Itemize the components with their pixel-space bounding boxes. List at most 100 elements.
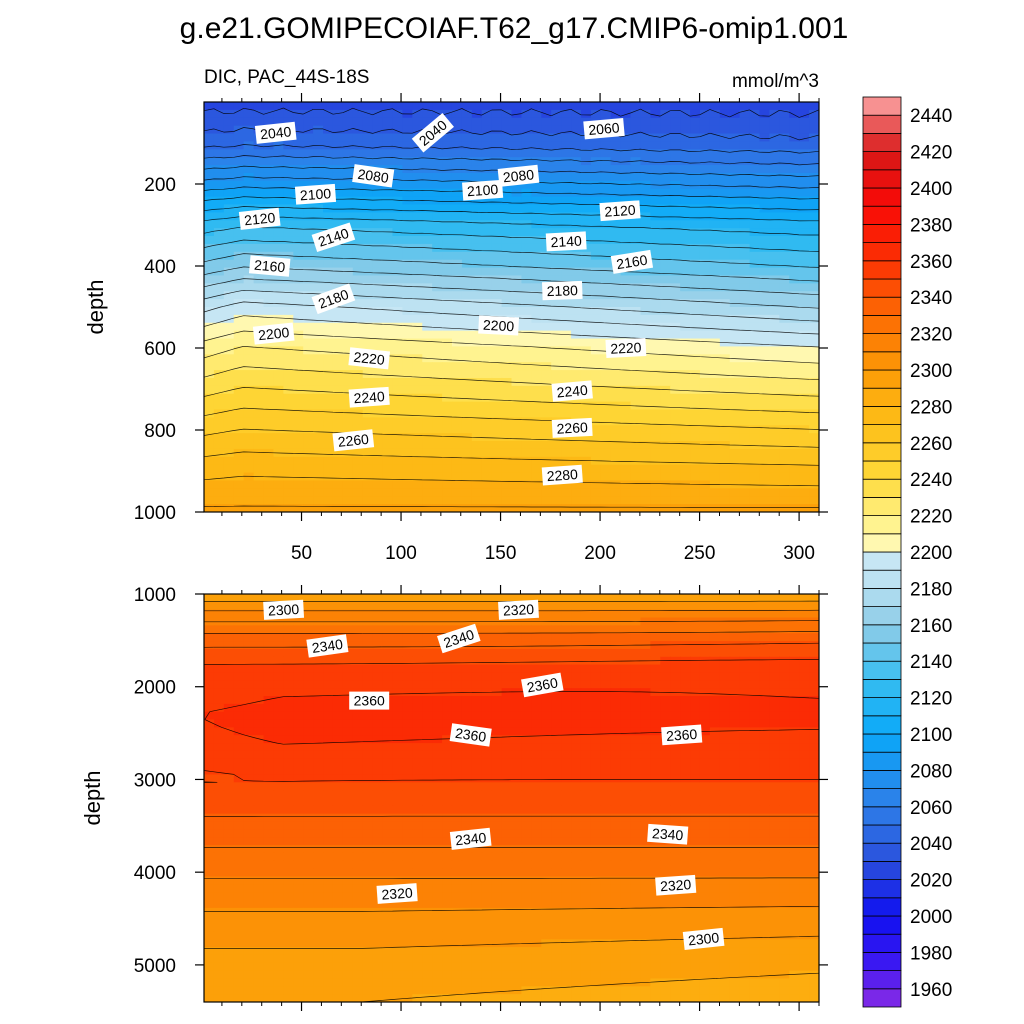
contour-cell — [313, 401, 324, 411]
contour-cell — [253, 688, 265, 697]
contour-cell — [412, 641, 423, 650]
contour-cell — [739, 354, 751, 363]
contour-cell — [759, 393, 770, 403]
contour-cell — [521, 735, 532, 744]
contour-cell — [461, 362, 473, 371]
contour-cell — [402, 609, 413, 619]
contour-cell — [521, 696, 532, 705]
contour-cell — [680, 672, 691, 681]
contour-cell — [362, 504, 374, 512]
contour-cell — [283, 307, 294, 316]
contour-cell — [451, 472, 463, 482]
contour-cell — [223, 782, 235, 791]
contour-cell — [660, 743, 671, 752]
contour-cell — [332, 259, 344, 269]
contour-cell — [690, 109, 701, 119]
contour-cell — [382, 496, 394, 505]
contour-cell — [461, 370, 473, 379]
contour-cell — [600, 283, 612, 292]
contour-cell — [809, 743, 819, 752]
contour-cell — [382, 346, 394, 355]
contour-cell — [442, 727, 453, 736]
contour-cell — [610, 322, 622, 332]
contour-cell — [461, 385, 473, 395]
contour-cell — [541, 172, 552, 182]
contour-cell — [471, 291, 483, 300]
contour-cell — [809, 401, 819, 411]
contour-cell — [382, 157, 394, 166]
contour-cell — [362, 417, 374, 426]
contour-cell — [809, 711, 819, 721]
contour-cell — [253, 727, 265, 736]
contour-cell — [561, 433, 572, 442]
contour-cell — [362, 338, 374, 348]
contour-cell — [799, 228, 810, 237]
contour-cell — [769, 385, 780, 395]
contour-cell — [481, 125, 493, 135]
contour-cell — [432, 338, 443, 348]
contour-cell — [263, 102, 275, 111]
contour-cell — [451, 299, 463, 308]
contour-cell — [323, 165, 334, 174]
contour-cell — [372, 464, 384, 474]
contour-cell — [610, 102, 622, 111]
contour-cell — [402, 464, 413, 474]
contour-cell — [471, 275, 483, 284]
contour-cell — [243, 727, 255, 736]
contour-cell — [402, 641, 413, 650]
contour-cell — [382, 275, 394, 284]
contour-cell — [541, 117, 552, 127]
contour-cell — [303, 236, 314, 245]
contour-cell — [461, 165, 473, 174]
contour-cell — [690, 496, 701, 505]
contour-cell — [313, 251, 324, 261]
contour-cell — [233, 680, 245, 689]
contour-cell — [600, 275, 612, 284]
contour-cell — [293, 149, 304, 158]
contour-cell — [253, 496, 265, 505]
contour-cell — [521, 417, 532, 426]
contour-cell — [313, 125, 324, 135]
contour-cell — [233, 314, 245, 324]
contour-cell — [620, 417, 632, 426]
contour-cell — [590, 758, 602, 768]
contour-cell — [461, 743, 473, 752]
contour-cell — [402, 594, 413, 603]
contour-cell — [313, 149, 324, 158]
contour-cell — [779, 267, 790, 277]
contour-cell — [332, 672, 344, 681]
contour-cell — [461, 409, 473, 418]
contour-cell — [451, 212, 463, 221]
contour-cell — [372, 727, 384, 736]
contour-cell — [729, 609, 741, 619]
contour-cell — [243, 370, 255, 379]
contour-cell — [769, 172, 780, 182]
contour-cell — [729, 696, 741, 705]
contour-cell — [719, 601, 731, 611]
contour-cell — [422, 433, 433, 442]
contour-label: 2260 — [332, 429, 375, 452]
contour-cell — [541, 609, 552, 619]
contour-cell — [590, 703, 602, 713]
contour-cell — [779, 609, 790, 619]
contour-cell — [531, 696, 542, 705]
contour-cell — [650, 496, 661, 505]
contour-cell — [392, 188, 403, 198]
contour-cell — [809, 680, 819, 689]
contour-cell — [531, 204, 542, 213]
contour-cell — [471, 196, 483, 206]
contour-cell — [690, 488, 701, 497]
contour-cell — [680, 594, 691, 603]
contour-cell — [422, 307, 433, 316]
contour-cell — [471, 259, 483, 269]
contour-cell — [471, 370, 483, 379]
contour-cell — [223, 480, 235, 489]
contour-cell — [323, 496, 334, 505]
contour-cell — [699, 307, 711, 316]
contour-cell — [610, 782, 622, 791]
contour-cell — [303, 488, 314, 497]
contour-cell — [580, 609, 592, 619]
contour-cell — [759, 672, 770, 681]
contour-cell — [313, 417, 324, 426]
contour-cell — [481, 149, 493, 158]
